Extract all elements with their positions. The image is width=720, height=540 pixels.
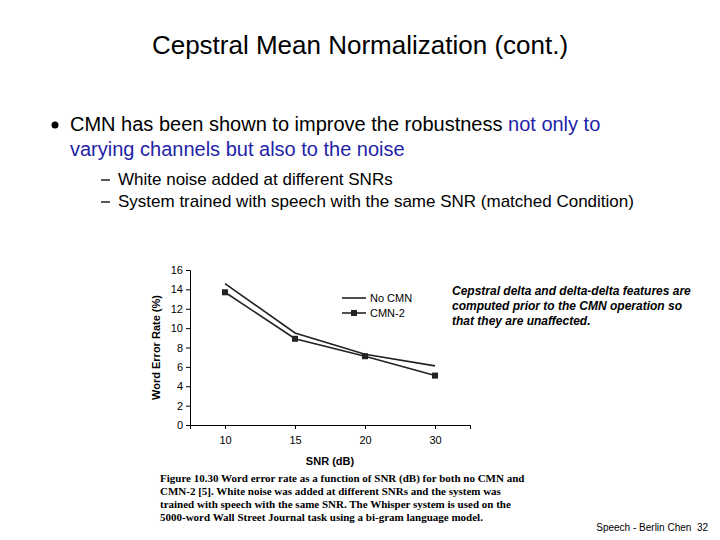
- y-tick-mark: [186, 425, 190, 426]
- x-tick-mark: [365, 425, 366, 429]
- y-tick-label: 4: [177, 380, 183, 392]
- x-axis: 10 15 20 30: [191, 425, 471, 446]
- y-tick-label: 6: [177, 361, 183, 373]
- slide-canvas: 0 2 4 6 8 10 12 14 16 10 15 20 30 SNR (dB) Word Error …: [0, 0, 720, 540]
- x-tick-mark: [225, 425, 226, 429]
- x-axis-title: SNR (dB): [306, 455, 355, 467]
- chart: 0 2 4 6 8 10 12 14 16 10 15 20 30 SNR (dB) Word Error …: [150, 264, 471, 467]
- x-tick: 30: [429, 425, 441, 446]
- bullet-dot: [52, 122, 59, 129]
- caption: Figure 10.30 Word error rate as a functi…: [160, 472, 525, 524]
- sub-bullet: System trained with speech with the same…: [118, 191, 638, 212]
- x-tick-mark: [435, 425, 436, 429]
- y-tick-label: 12: [171, 303, 183, 315]
- y-tick-mark: [186, 348, 190, 349]
- y-tick-mark: [186, 289, 190, 290]
- y-tick-label: 8: [177, 342, 183, 354]
- series-line: [225, 284, 435, 366]
- series-line: [225, 292, 435, 375]
- sub-bullet-dash: [101, 201, 110, 202]
- y-tick: 2: [177, 400, 190, 412]
- x-axis-line: [191, 426, 471, 430]
- annotation: Cepstral delta and delta-delta features …: [452, 284, 692, 329]
- x-tick-mark: [295, 425, 296, 429]
- x-tick: 15: [289, 425, 301, 446]
- plot-area: [222, 284, 438, 379]
- y-tick-mark: [186, 309, 190, 310]
- y-axis-line: [186, 271, 191, 426]
- y-tick: 6: [177, 361, 190, 373]
- y-tick-label: 16: [171, 264, 183, 276]
- sub-bullet-dash: [101, 179, 110, 180]
- x-tick-label: 15: [289, 434, 301, 446]
- x-tick-label: 30: [429, 434, 441, 446]
- y-tick-label: 10: [171, 322, 183, 334]
- bullet: CMN has been shown to improve the robust…: [70, 112, 660, 162]
- x-tick-label: 10: [219, 434, 231, 446]
- y-tick-label: 2: [177, 400, 183, 412]
- legend-label: CMN-2: [370, 307, 405, 319]
- y-tick-mark: [186, 328, 190, 329]
- y-tick-mark: [186, 386, 190, 387]
- y-tick: 12: [171, 303, 190, 315]
- series-marker: [362, 353, 368, 359]
- legend-label: No CMN: [370, 292, 412, 304]
- y-tick: 0: [177, 419, 190, 431]
- legend-swatch: [342, 297, 366, 299]
- y-tick: 16: [171, 264, 190, 276]
- y-tick-mark: [186, 270, 190, 271]
- x-tick: 20: [359, 425, 371, 446]
- y-tick-mark: [186, 406, 190, 407]
- footer: Speech - Berlin Chen 32: [596, 522, 708, 533]
- slide-title: Cepstral Mean Normalization (cont.): [0, 30, 720, 61]
- y-tick: 8: [177, 342, 190, 354]
- y-axis: 0 2 4 6 8 10 12 14 16: [171, 264, 191, 431]
- y-tick: 4: [177, 380, 190, 392]
- series-marker: [432, 373, 438, 379]
- y-tick: 10: [171, 322, 190, 334]
- x-tick: 10: [219, 425, 231, 446]
- series-marker: [292, 336, 298, 342]
- y-tick-mark: [186, 367, 190, 368]
- series-marker: [222, 289, 228, 295]
- y-tick-label: 0: [177, 419, 183, 431]
- x-tick-label: 20: [359, 434, 371, 446]
- sub-bullet: White noise added at different SNRs: [118, 169, 638, 190]
- y-tick: 14: [171, 283, 190, 295]
- y-tick-label: 14: [171, 283, 183, 295]
- legend: No CMN CMN-2: [342, 292, 412, 319]
- bullet-text: CMN has been shown to improve the robust…: [70, 113, 502, 135]
- legend-marker: [351, 310, 357, 316]
- y-axis-title: Word Error Rate (%): [150, 295, 162, 400]
